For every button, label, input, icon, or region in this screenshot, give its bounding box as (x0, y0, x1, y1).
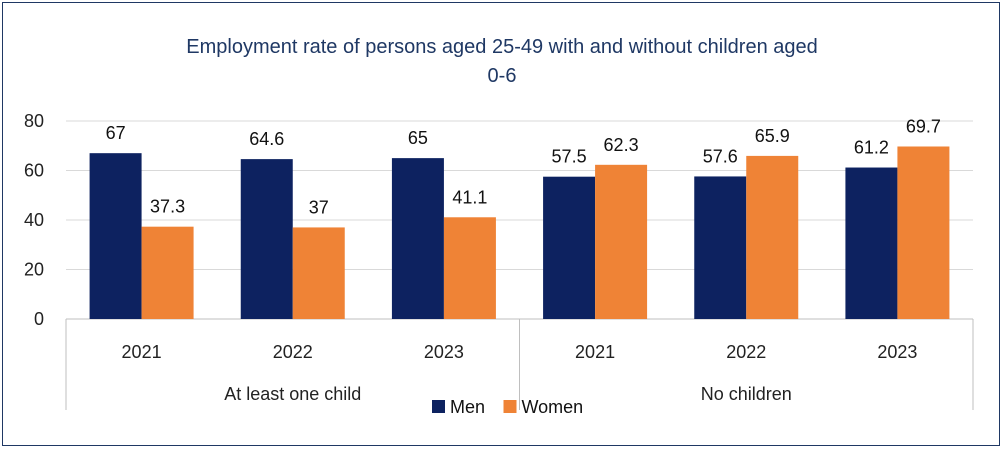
bar-women (141, 226, 194, 319)
group-label: No children (701, 384, 792, 404)
bar-women (897, 146, 950, 319)
data-labels: 67 37.3 64.6 37 65 41.1 57.5 62.3 57.6 65.9 61.2 69… (106, 116, 941, 217)
chart-title-line1: Employment rate of persons aged 25-49 wi… (186, 36, 818, 58)
axes: 0 20 40 60 80 2021 2022 2023 2021 2022 2023 At leas… (24, 111, 974, 410)
bar-men (89, 153, 142, 319)
group-label: At least one child (224, 384, 361, 404)
data-label: 57.6 (703, 146, 738, 166)
y-tick-label: 80 (24, 111, 44, 131)
data-label: 65.9 (755, 126, 790, 146)
bar-women (443, 217, 496, 319)
x-tick-label: 2021 (122, 342, 162, 362)
legend: Men Women (432, 397, 583, 417)
x-tick-label: 2023 (424, 342, 464, 362)
bar-women (595, 164, 648, 319)
data-label: 64.6 (249, 129, 284, 149)
legend-swatch-men (432, 400, 445, 413)
y-tick-label: 60 (24, 161, 44, 181)
x-tick-label: 2022 (273, 342, 313, 362)
x-tick-label: 2022 (726, 342, 766, 362)
legend-label-women: Women (522, 397, 584, 417)
bar-women (746, 155, 799, 319)
bar-men (845, 167, 898, 319)
data-label: 65 (408, 128, 428, 148)
data-label: 57.5 (552, 147, 587, 167)
y-tick-label: 0 (34, 309, 44, 329)
data-label: 69.7 (906, 116, 941, 136)
bar-women (292, 227, 345, 319)
legend-swatch-women (503, 400, 517, 413)
data-label: 61.2 (854, 138, 889, 158)
gridlines (66, 120, 973, 270)
x-tick-label: 2023 (877, 342, 917, 362)
bar-men (543, 176, 596, 319)
data-label: 37 (309, 197, 329, 217)
bar-men (694, 176, 747, 319)
x-tick-label: 2021 (575, 342, 615, 362)
legend-label-men: Men (450, 397, 485, 417)
y-tick-label: 20 (24, 260, 44, 280)
bars (89, 146, 950, 319)
bar-men (240, 159, 293, 319)
chart-title-line2: 0-6 (488, 65, 517, 87)
data-label: 37.3 (150, 197, 185, 217)
data-label: 41.1 (452, 187, 487, 207)
bar-men (391, 158, 444, 319)
data-label: 62.3 (604, 135, 639, 155)
y-tick-label: 40 (24, 210, 44, 230)
data-label: 67 (106, 123, 126, 143)
